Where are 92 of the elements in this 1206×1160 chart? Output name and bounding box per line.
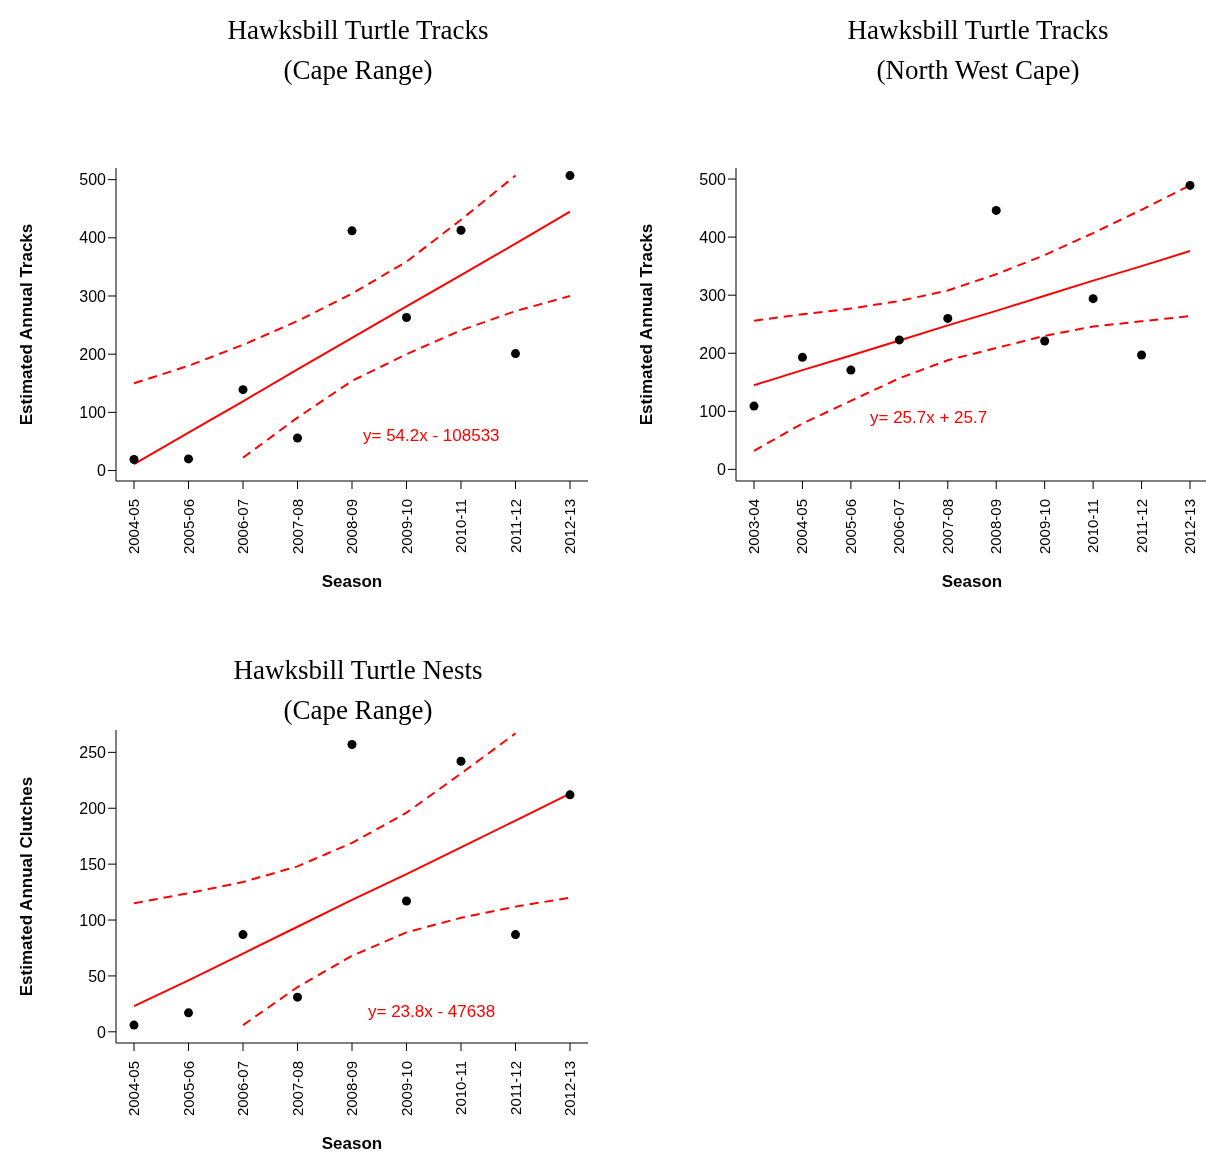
x-tick-label: 2004-05 [125,1061,142,1117]
line-series [753,315,1191,452]
point [184,1008,193,1018]
point [347,226,357,236]
y-tick-label: 500 [79,171,107,189]
x-axis-title: Season [321,572,383,591]
y-tick-label: 200 [699,344,727,362]
point [238,930,248,940]
point [749,401,759,411]
y-tick-label: 0 [97,462,107,480]
point [402,896,411,906]
x-tick-label: 2008-09 [987,499,1005,555]
x-tick-label: 2007-08 [288,499,306,555]
point [456,756,466,766]
y-tick-label: 100 [699,403,727,420]
x-tick-label: 2005-06 [841,499,859,555]
x-tick-label: 2007-08 [288,1061,306,1117]
x-tick-label: 2010-11 [1084,499,1102,553]
y-tick-label: 200 [79,799,107,817]
annotation: y= 25.7x + 25.7 [870,408,988,428]
point [238,385,248,395]
x-tick-label: 2009-10 [397,1061,415,1117]
x-tick-label: 2011-12 [506,1061,524,1115]
x-tick-label: 2009-10 [397,499,415,555]
chart-title: Hawksbill Turtle Tracks (Cape Range) [226,14,490,87]
point [991,205,1001,215]
x-tick-label: 2009-10 [1035,499,1053,555]
chart-title: Hawksbill Turtle Nests (Cape Range) [232,654,484,727]
point [402,313,411,323]
point [894,335,904,345]
point [797,352,807,362]
y-tick-label: 0 [717,461,727,479]
point [293,992,302,1002]
annotation: y= 23.8x - 47638 [368,1002,496,1022]
point [943,313,953,323]
point [129,1020,139,1030]
x-tick-label: 2012-13 [1181,499,1198,555]
x-axis-title: Season [941,572,1003,591]
point [1185,180,1195,190]
line-series [242,896,571,1027]
y-tick-label: 300 [79,287,107,305]
x-tick-label: 2004-05 [793,499,811,555]
x-tick-label: 2012-13 [561,1061,578,1117]
point [1088,294,1098,304]
x-tick-label: 2008-09 [343,1061,360,1117]
line-series [242,294,571,459]
y-tick-label: 500 [699,170,727,188]
point [456,225,466,235]
x-tick-label: 2012-13 [561,499,578,555]
x-tick-label: 2003-04 [745,499,762,555]
line-series [753,250,1191,387]
y-tick-label: 200 [79,345,107,363]
x-tick-label: 2011-12 [506,499,524,553]
y-tick-label: 150 [79,855,107,873]
x-tick-label: 2006-07 [234,499,251,555]
y-tick-label: 100 [79,404,107,422]
line-series [133,174,517,385]
x-tick-label: 2006-07 [234,1061,251,1117]
point [184,454,193,464]
x-tick-label: 2008-09 [343,499,360,555]
point [293,433,302,443]
y-axis-title: Estimated Annual Tracks [637,223,657,426]
y-tick-label: 50 [88,967,107,985]
x-tick-label: 2004-05 [125,499,142,555]
y-axis-title: Estimated Annual Tracks [17,223,37,426]
point [1137,350,1147,360]
y-tick-label: 300 [699,286,727,304]
point [129,454,139,464]
point [565,790,575,800]
y-tick-label: 250 [79,744,107,762]
x-tick-label: 2011-12 [1132,499,1150,553]
y-tick-label: 400 [79,229,107,247]
point [1040,336,1050,346]
x-tick-label: 2010-11 [452,1061,469,1115]
point [565,171,575,181]
x-tick-label: 2007-08 [938,499,956,555]
point [511,930,520,940]
y-tick-label: 0 [97,1023,107,1041]
x-tick-label: 2005-06 [179,499,197,555]
y-tick-label: 100 [79,911,107,929]
x-axis-title: Season [321,1134,383,1153]
y-tick-label: 400 [699,228,727,246]
x-tick-label: 2010-11 [452,499,469,553]
y-axis-title: Estimated Annual Clutches [17,776,37,997]
annotation: y= 54.2x - 108533 [363,426,500,446]
point [846,365,856,375]
x-tick-label: 2005-06 [179,1061,197,1117]
x-tick-label: 2006-07 [890,499,908,555]
line-series [133,732,517,905]
point [511,349,520,359]
chart-title: Hawksbill Turtle Tracks (North West Cape) [846,14,1110,87]
point [347,740,357,750]
